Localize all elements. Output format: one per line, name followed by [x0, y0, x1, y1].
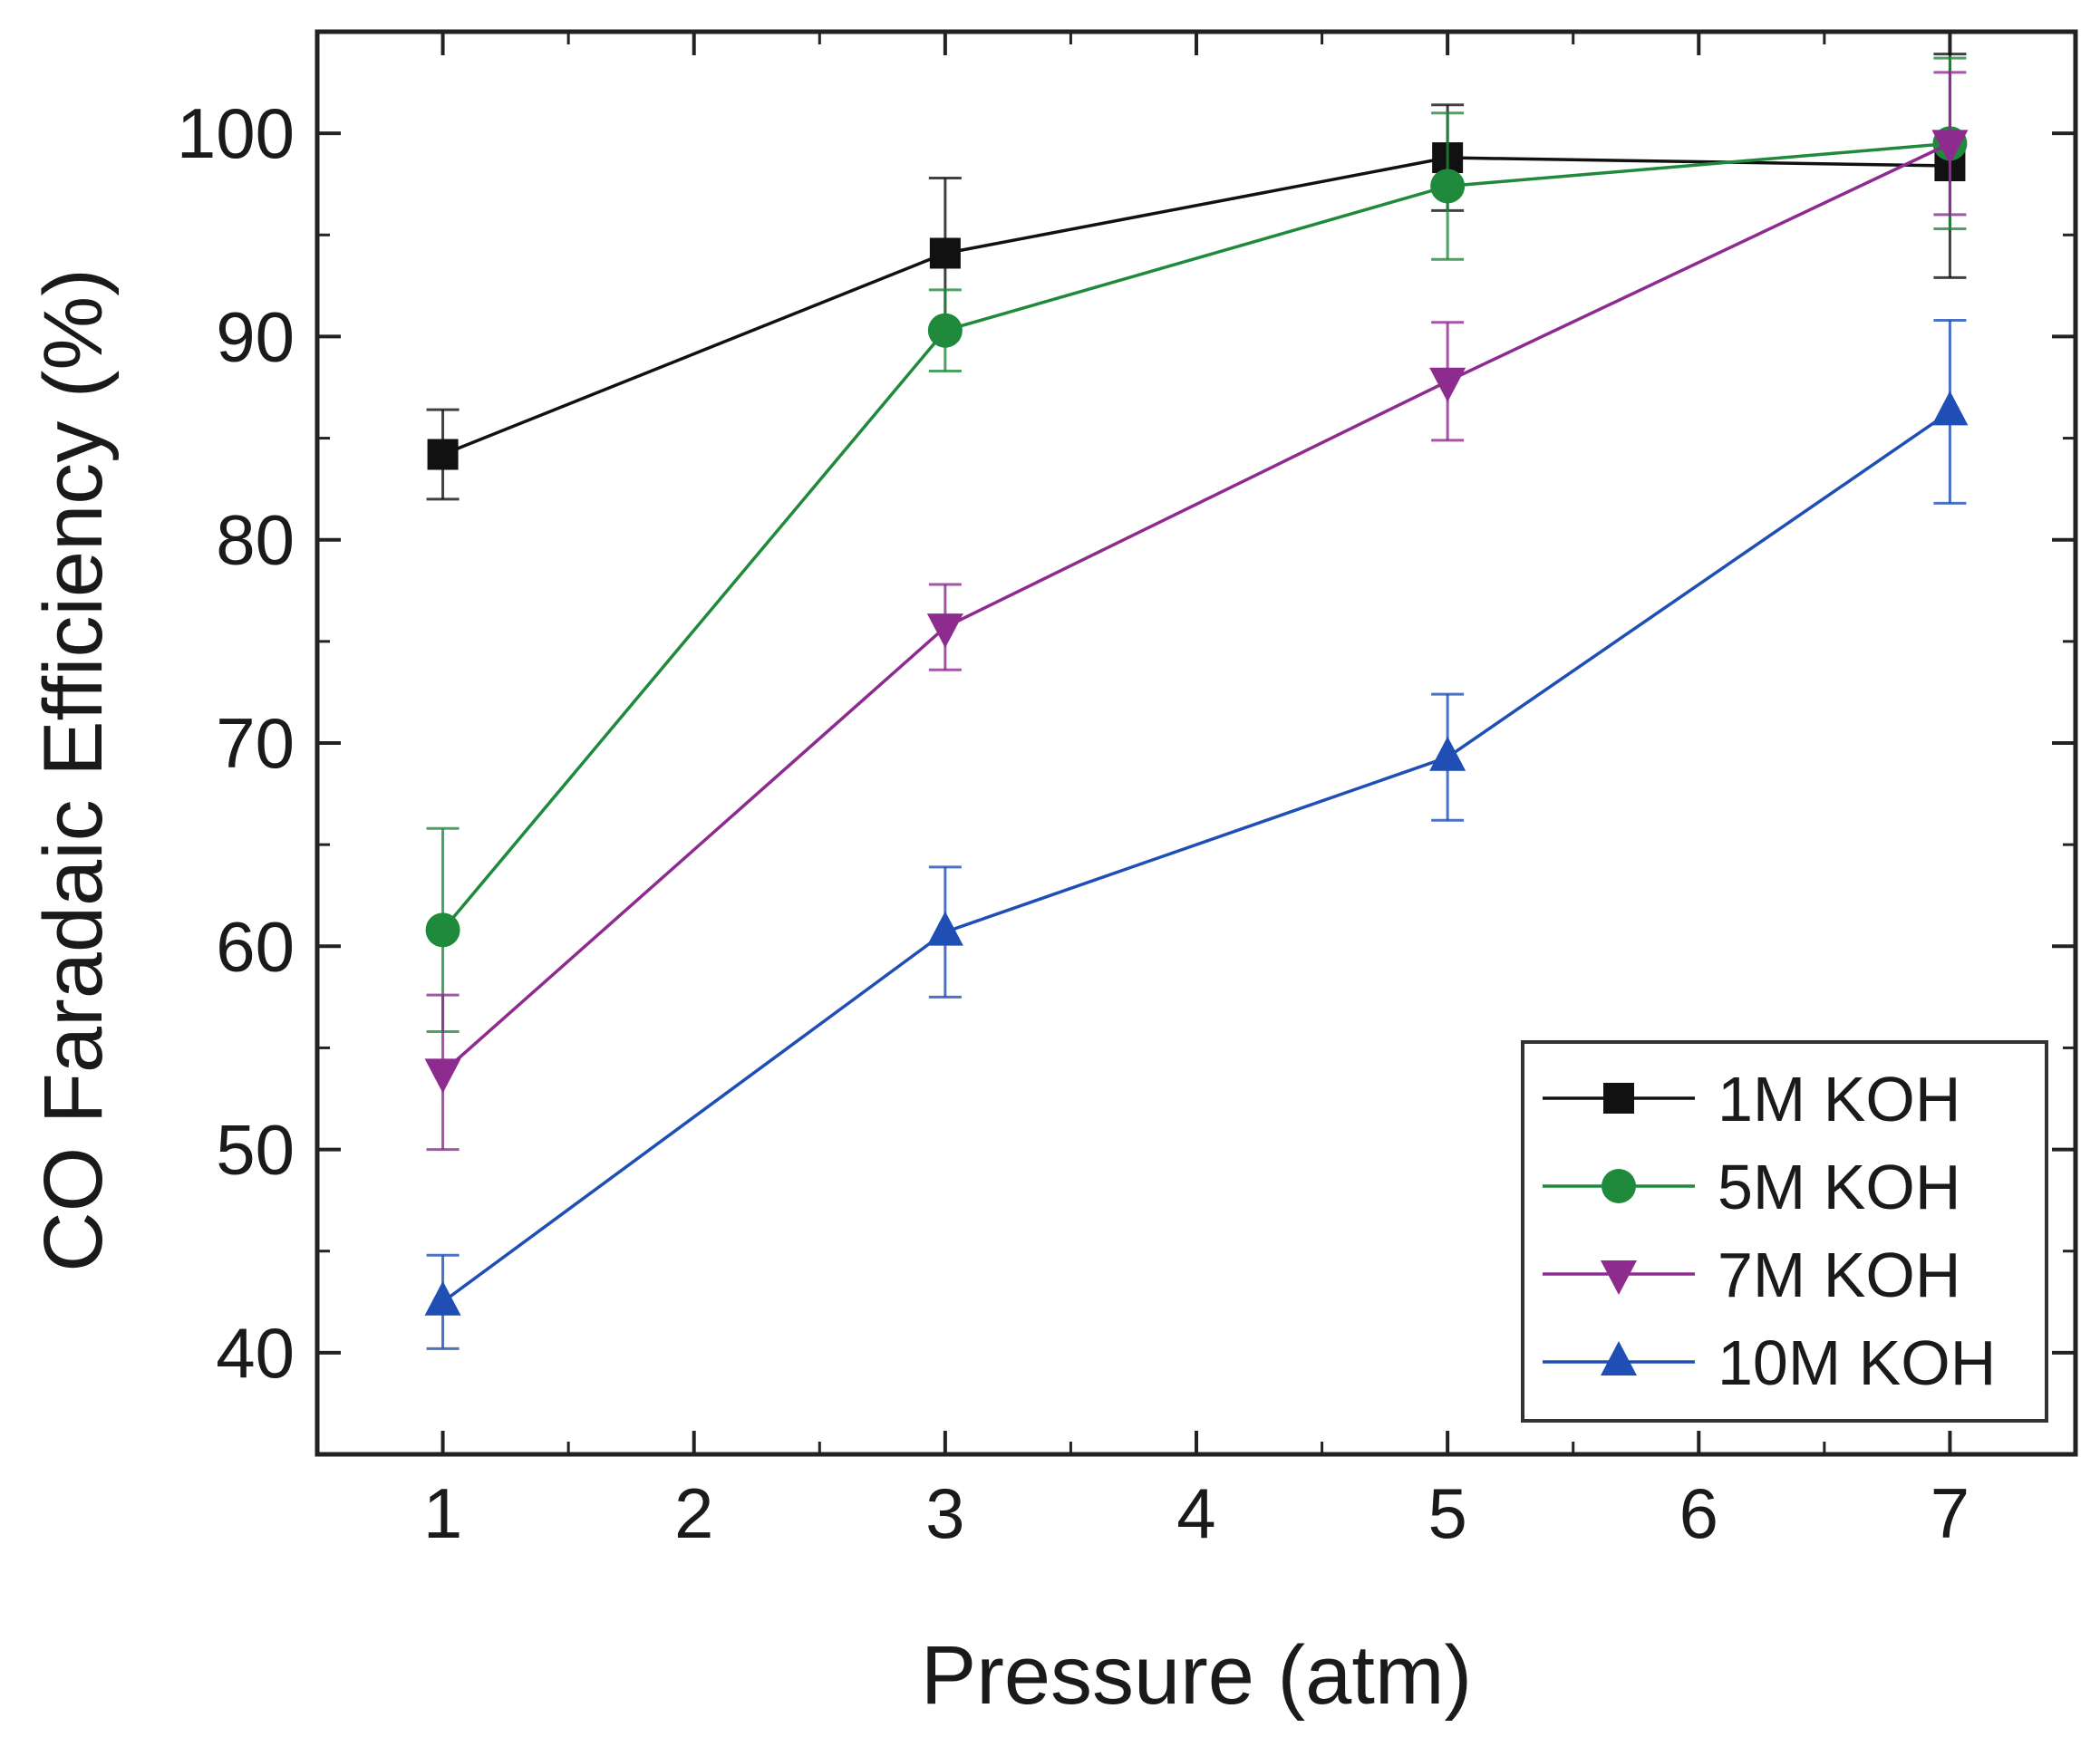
data-point	[425, 912, 460, 948]
legend-entry: 1M KOH	[1543, 1064, 1960, 1134]
legend-label: 1M KOH	[1718, 1064, 1960, 1134]
data-point	[424, 1058, 461, 1094]
legend-label: 10M KOH	[1718, 1327, 1996, 1398]
legend-marker	[1603, 1083, 1634, 1114]
legend: 1M KOH 5M KOH 7M KOH 10M KOH	[1521, 1040, 2048, 1423]
x-tick-label: 6	[1679, 1473, 1718, 1553]
series-10m-koh	[424, 318, 1969, 1350]
x-axis-title: Pressure (atm)	[921, 1629, 1472, 1722]
legend-label: 7M KOH	[1718, 1240, 1960, 1310]
y-tick-label: 70	[216, 703, 295, 783]
data-point	[929, 237, 961, 269]
series-7m-koh	[424, 71, 1969, 1152]
series-line	[441, 410, 1951, 1304]
x-tick-label: 3	[925, 1473, 964, 1553]
data-point	[1931, 130, 1969, 165]
data-point	[926, 613, 963, 649]
y-tick-label: 60	[216, 906, 295, 986]
data-point	[927, 313, 963, 348]
y-tick-label: 90	[216, 296, 295, 376]
legend-marker	[1602, 1169, 1636, 1203]
data-point	[427, 439, 459, 470]
data-point	[1429, 736, 1466, 771]
y-tick-label: 80	[216, 500, 295, 580]
x-tick-label: 1	[423, 1473, 462, 1553]
x-tick-label: 2	[674, 1473, 713, 1553]
data-point	[1931, 391, 1969, 426]
data-series	[424, 53, 1969, 1350]
data-point	[424, 1280, 461, 1316]
y-tick-label: 50	[216, 1110, 295, 1190]
x-tick-label: 5	[1427, 1473, 1466, 1553]
y-tick-label: 100	[177, 93, 295, 173]
axis-ticks	[317, 32, 2076, 1454]
x-tick-label: 4	[1176, 1473, 1215, 1553]
series-line	[441, 156, 1950, 457]
legend-marker	[1601, 1341, 1637, 1375]
y-axis-title: CO Faradaic Efficiency (%)	[27, 268, 120, 1272]
legend-entry: 7M KOH	[1543, 1240, 1960, 1310]
y-tick-label: 40	[216, 1313, 295, 1393]
legend-entry: 5M KOH	[1543, 1152, 1960, 1222]
legend-label: 5M KOH	[1718, 1152, 1960, 1222]
plot-frame	[315, 29, 2078, 1457]
legend-marker	[1601, 1260, 1637, 1295]
legend-entry: 10M KOH	[1543, 1327, 1996, 1398]
data-point	[1430, 169, 1466, 204]
data-point	[1429, 367, 1466, 402]
x-tick-label: 7	[1931, 1473, 1969, 1553]
tick-labels: 1 2 3 4 5 6 7 40 50 60 70 80 90 100	[177, 93, 1969, 1553]
data-point	[926, 911, 963, 946]
series-line	[441, 141, 1951, 1074]
series-line	[441, 141, 1950, 931]
